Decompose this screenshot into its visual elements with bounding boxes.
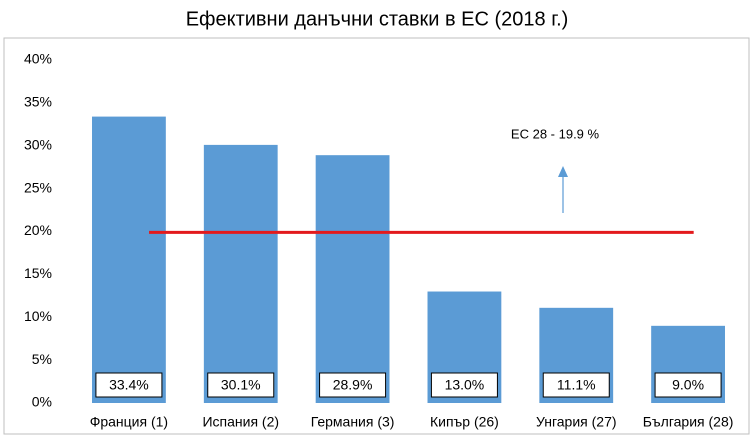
- y-tick-label: 10%: [24, 308, 52, 324]
- value-label-box: [430, 372, 498, 398]
- y-tick-label: 0%: [32, 394, 52, 410]
- y-tick-label: 15%: [24, 265, 52, 281]
- value-label: 9.0%: [672, 377, 704, 393]
- x-tick-label: Унгария (27): [536, 414, 617, 430]
- chart-title: Ефективни данъчни ставки в ЕС (2018 г.): [186, 8, 569, 30]
- y-tick-label: 5%: [32, 351, 52, 367]
- x-tick-label: Франция (1): [90, 414, 168, 430]
- value-label: 11.1%: [557, 377, 596, 393]
- y-tick-label: 30%: [24, 136, 52, 152]
- value-label-box: [95, 372, 163, 398]
- y-tick-label: 25%: [24, 179, 52, 195]
- annotation: ЕС 28 - 19.9 %: [511, 126, 600, 141]
- value-label: 13.0%: [445, 377, 485, 393]
- chart-border: [3, 37, 750, 435]
- y-tick-label: 40%: [24, 51, 52, 67]
- x-tick-label: Испания (2): [202, 414, 279, 430]
- bar: [92, 116, 166, 403]
- bar: [203, 144, 278, 403]
- x-tick-label: Кипър (26): [430, 414, 499, 430]
- value-label: 28.9%: [333, 377, 373, 393]
- x-tick-label: Германия (3): [311, 414, 395, 430]
- x-tick-label: България (28): [643, 414, 734, 430]
- value-label: 33.4%: [109, 377, 149, 393]
- value-label-box: [207, 372, 275, 398]
- value-label-box: [319, 372, 387, 398]
- y-tick-label: 35%: [24, 94, 52, 110]
- y-tick-label: 20%: [24, 222, 52, 238]
- value-label-box: [542, 372, 610, 398]
- value-label: 30.1%: [221, 377, 261, 393]
- annotation-arrowhead: [558, 166, 568, 177]
- value-label-box: [654, 372, 722, 398]
- bar: [315, 155, 390, 403]
